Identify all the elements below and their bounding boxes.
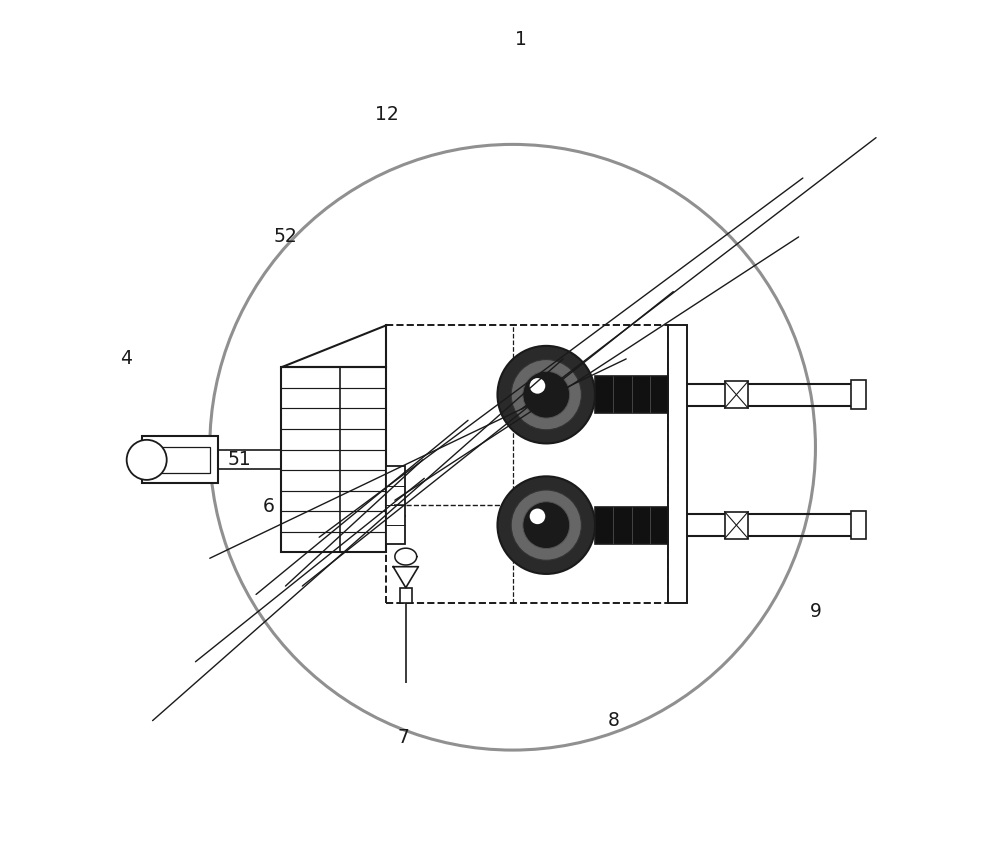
Circle shape — [497, 476, 595, 574]
Circle shape — [523, 371, 570, 418]
Bar — [386, 466, 405, 544]
Bar — [725, 511, 748, 538]
Text: 51: 51 — [227, 451, 251, 469]
Text: 52: 52 — [274, 227, 297, 246]
Bar — [386, 325, 668, 603]
Text: 1: 1 — [515, 30, 527, 49]
Circle shape — [127, 440, 167, 480]
Circle shape — [511, 490, 581, 560]
Bar — [851, 381, 866, 409]
Bar — [725, 381, 748, 408]
Circle shape — [530, 378, 545, 393]
Text: 6: 6 — [263, 496, 275, 516]
Bar — [281, 367, 386, 552]
Circle shape — [497, 346, 595, 443]
Text: 7: 7 — [397, 728, 409, 747]
Text: 9: 9 — [810, 602, 821, 621]
Bar — [668, 325, 687, 603]
Bar — [400, 587, 412, 603]
Text: 4: 4 — [120, 349, 132, 369]
Bar — [595, 376, 668, 414]
Polygon shape — [393, 566, 418, 587]
Circle shape — [511, 360, 581, 430]
Bar — [142, 436, 218, 484]
Circle shape — [523, 501, 570, 549]
Circle shape — [530, 509, 545, 524]
Bar — [851, 511, 866, 539]
Text: 12: 12 — [375, 106, 398, 124]
Text: 8: 8 — [608, 711, 620, 730]
Bar — [595, 506, 668, 544]
Bar — [148, 447, 210, 473]
